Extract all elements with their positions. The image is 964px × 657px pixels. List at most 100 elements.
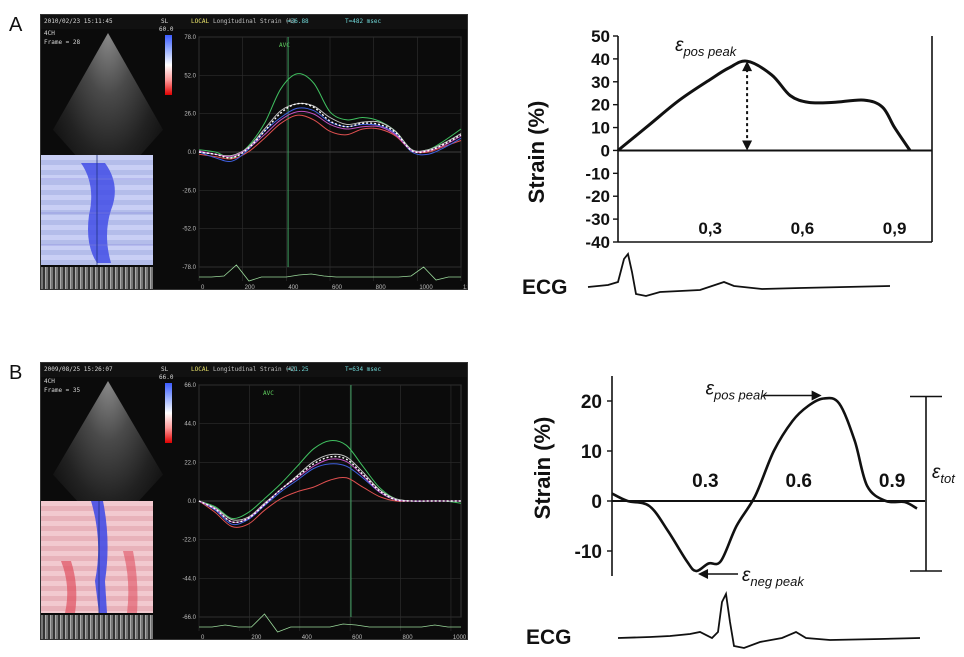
pos-peak-subscript: pos peak bbox=[682, 44, 737, 59]
echo-x-tick-label: 400 bbox=[302, 635, 313, 639]
echo-header-value: =21.25 bbox=[287, 366, 309, 373]
echo-texture-strip bbox=[41, 615, 153, 639]
echo-header-time: T=634 msec bbox=[345, 366, 382, 373]
pos-peak-subscript: pos peak bbox=[713, 388, 768, 403]
echo-scale-label: SL bbox=[161, 18, 169, 25]
y-tick-label: -10 bbox=[585, 164, 610, 183]
segment-strain-trace bbox=[198, 463, 461, 526]
tot-subscript: tot bbox=[940, 471, 956, 486]
echo-y-tick-label: -78.0 bbox=[182, 265, 196, 271]
panel-label-b: B bbox=[9, 362, 23, 384]
total-strain-bracket bbox=[910, 395, 942, 572]
x-tick-labels: 0.3 0.6 0.9 bbox=[692, 471, 905, 492]
echo-x-tick-label: 0 bbox=[201, 285, 205, 289]
epsilon-symbol: ε bbox=[706, 379, 715, 400]
echo-y-tick-label: -44.0 bbox=[182, 576, 196, 582]
ecg-trace bbox=[587, 251, 891, 297]
echo-grid: 78.0 52.0 26.0 0.0 -26.0 -52.0 -78.0 0 200 400 600… bbox=[182, 35, 467, 289]
echo-x-tick-label: 120 bbox=[463, 285, 467, 289]
echo-x-tick-label: 800 bbox=[376, 285, 387, 289]
epsilon-symbol: ε bbox=[742, 565, 751, 586]
y-tick-label: 30 bbox=[591, 73, 610, 92]
pos-peak-label: εpos peak bbox=[675, 35, 738, 59]
echo-x-tick-label: 600 bbox=[352, 635, 363, 639]
epsilon-symbol: ε bbox=[932, 462, 941, 483]
strain-curve bbox=[617, 59, 912, 152]
echo-y-tick-label: -22.0 bbox=[182, 538, 196, 544]
echo-y-tick-label: 0.0 bbox=[188, 150, 197, 156]
echo-timestamp: 2010/02/23 15:11:45 bbox=[44, 18, 113, 25]
y-tick-label: -40 bbox=[585, 233, 610, 252]
strain-curve bbox=[611, 396, 918, 573]
y-tick-label: -20 bbox=[585, 187, 610, 206]
echo-frame-label: Frame = 35 bbox=[44, 387, 81, 394]
neg-peak-subscript: neg peak bbox=[750, 574, 805, 589]
echo-y-tick-label: 26.0 bbox=[184, 112, 196, 118]
echo-view-label: 4CH bbox=[44, 378, 55, 385]
echo-texture-strip bbox=[41, 267, 153, 289]
echo-header-local: LOCAL bbox=[191, 18, 210, 25]
segment-strain-trace bbox=[198, 440, 462, 520]
echo-timestamp: 2009/08/25 15:26:07 bbox=[44, 366, 113, 373]
segment-strain-trace bbox=[198, 102, 462, 159]
segment-strain-trace bbox=[198, 102, 462, 157]
echo-header-title: Longitudinal Strain (%) bbox=[213, 366, 297, 373]
echo-frame-label: Frame = 28 bbox=[44, 39, 81, 46]
echo-y-tick-label: 44.0 bbox=[184, 422, 196, 428]
y-tick-label: 0 bbox=[591, 492, 602, 513]
echo-x-tick-label: 1000 bbox=[419, 285, 433, 289]
x-tick-labels: 0,3 0,6 0,9 bbox=[698, 219, 906, 238]
peak-arrowheads bbox=[742, 61, 753, 151]
echo-y-tick-label: 52.0 bbox=[184, 73, 196, 79]
echo-avc-marker: AVC bbox=[279, 42, 290, 49]
echo-y-tick-label: -66.0 bbox=[182, 615, 196, 621]
pos-peak-label: εpos peak bbox=[706, 379, 769, 403]
echo-image bbox=[53, 381, 163, 501]
echo-scale-label: SL bbox=[161, 366, 169, 373]
y-tick-label: 10 bbox=[591, 119, 610, 138]
segment-strain-trace bbox=[198, 107, 462, 162]
echo-topbar bbox=[41, 363, 467, 377]
echo-x-tick-label: 400 bbox=[288, 285, 299, 289]
y-tick-label: 0 bbox=[601, 141, 610, 160]
segment-strain-trace bbox=[198, 458, 461, 523]
y-tick-label: 20 bbox=[581, 392, 602, 413]
echo-x-tick-label: 200 bbox=[251, 635, 262, 639]
y-tick-label: 40 bbox=[591, 50, 610, 69]
echo-ecg-trace bbox=[199, 613, 461, 633]
echo-mmode-map bbox=[41, 155, 153, 265]
ecg-trace bbox=[617, 591, 921, 649]
ecg-label: ECG bbox=[522, 276, 568, 299]
y-tick-label: 20 bbox=[591, 96, 610, 115]
echo-header-local: LOCAL bbox=[191, 366, 210, 373]
y-axis-label: Strain (%) bbox=[524, 101, 549, 204]
echo-scale-value: 66.0 bbox=[159, 374, 174, 381]
y-tick-labels: 50 40 30 20 10 0 -10 -20 -30 -40 bbox=[585, 27, 618, 252]
echo-x-tick-label: 600 bbox=[332, 285, 343, 289]
x-tick-label: 0,3 bbox=[698, 219, 722, 238]
echo-ecg-trace bbox=[199, 264, 461, 282]
x-tick-label: 0.6 bbox=[786, 471, 812, 492]
echo-header-time: T=482 msec bbox=[345, 18, 382, 25]
y-axis-label: Strain (%) bbox=[530, 417, 555, 520]
echo-avc-marker: AVC bbox=[263, 390, 274, 397]
echo-screenshot-b: 2009/08/25 15:26:07 4CH Frame = 35 SL 66… bbox=[40, 362, 468, 640]
echo-y-tick-label: 66.0 bbox=[184, 383, 196, 389]
x-tick-label: 0.9 bbox=[879, 471, 905, 492]
echo-x-tick-label: 1000 bbox=[453, 635, 467, 639]
total-strain-label: εtot bbox=[932, 462, 956, 486]
echo-y-tick-label: 22.0 bbox=[184, 460, 196, 466]
epsilon-symbol: ε bbox=[675, 35, 684, 56]
neg-peak-label: εneg peak bbox=[742, 565, 805, 589]
y-tick-label: -10 bbox=[575, 542, 602, 563]
echo-x-tick-label: 200 bbox=[245, 285, 256, 289]
echo-scale-value: 60.0 bbox=[159, 26, 174, 33]
echo-y-tick-label: 78.0 bbox=[184, 35, 196, 41]
panel-label-a: A bbox=[9, 14, 23, 36]
echo-mmode-map bbox=[41, 501, 153, 613]
x-tick-label: 0.3 bbox=[692, 471, 718, 492]
segment-strain-trace bbox=[198, 455, 461, 524]
axes bbox=[617, 36, 933, 243]
echo-colorbar bbox=[165, 383, 172, 443]
